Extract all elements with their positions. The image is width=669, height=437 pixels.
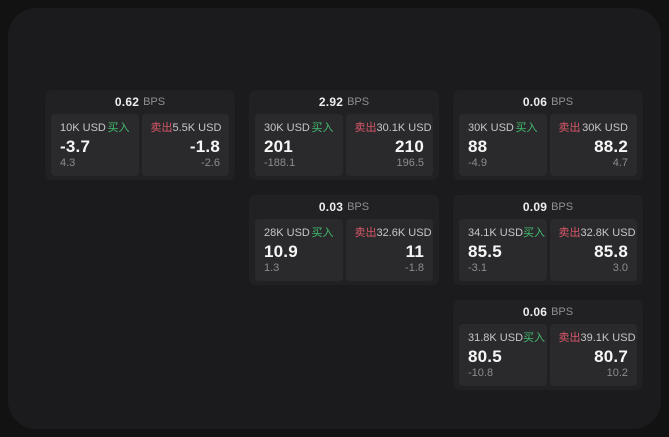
sell-size: 30K USD (582, 122, 628, 134)
quote-card-4: 0.03 BPS 28K USD 买入 10.9 1.3 卖出 32.6K US… (249, 195, 439, 285)
buy-pane[interactable]: 28K USD 买入 10.9 1.3 (255, 219, 343, 281)
buy-size: 30K USD (264, 122, 310, 134)
spread-unit: BPS (347, 96, 370, 108)
sell-pane[interactable]: 卖出 32.6K USD 11 -1.8 (345, 219, 433, 281)
card-header: 0.62 BPS (45, 90, 235, 114)
buy-sub-value: -4.9 (468, 157, 487, 169)
sell-sub-value: 4.7 (612, 157, 628, 169)
spread-value: 0.06 (522, 305, 548, 319)
sell-sub-value: -1.8 (405, 262, 424, 274)
quote-card-2: 2.92 BPS 30K USD 买入 201 -188.1 卖出 30.1K … (249, 90, 439, 180)
buy-size: 31.8K USD (468, 332, 524, 344)
buy-label: 买入 (523, 332, 546, 344)
sell-price: 88.2 (594, 137, 628, 156)
spread-value: 0.09 (522, 200, 548, 214)
sell-sub-value: 10.2 (606, 367, 628, 379)
dashboard-panel: 0.62 BPS 10K USD 买入 -3.7 4.3 卖出 5.5K USD… (8, 8, 661, 429)
spread-value: 0.62 (114, 95, 140, 109)
spread-unit: BPS (347, 201, 370, 213)
buy-label: 买入 (515, 122, 538, 134)
spread-unit: BPS (551, 306, 574, 318)
buy-label: 买入 (523, 227, 546, 239)
buy-sub-value: -188.1 (264, 157, 296, 169)
card-body: 31.8K USD 买入 80.5 -10.8 卖出 39.1K USD 80.… (453, 324, 643, 392)
sell-sub-value: 196.5 (396, 157, 424, 169)
sell-size: 5.5K USD (172, 122, 222, 134)
buy-price: 201 (264, 137, 293, 156)
buy-sub-value: 1.3 (264, 262, 280, 274)
sell-sub-value: -2.6 (201, 157, 220, 169)
buy-label: 买入 (311, 122, 334, 134)
spread-value: 2.92 (318, 95, 344, 109)
card-body: 30K USD 买入 88 -4.9 卖出 30K USD 88.2 4.7 (453, 114, 643, 182)
card-header: 0.06 BPS (453, 300, 643, 324)
buy-size: 34.1K USD (468, 227, 524, 239)
card-header: 2.92 BPS (249, 90, 439, 114)
buy-label: 买入 (311, 227, 334, 239)
sell-label: 卖出 (558, 122, 581, 134)
sell-price: 80.7 (594, 347, 628, 366)
buy-pane[interactable]: 30K USD 买入 201 -188.1 (255, 114, 343, 176)
sell-size: 39.1K USD (580, 332, 636, 344)
sell-price: 210 (395, 137, 424, 156)
buy-price: 10.9 (264, 242, 298, 261)
spread-value: 0.06 (522, 95, 548, 109)
buy-label: 买入 (107, 122, 130, 134)
buy-pane[interactable]: 31.8K USD 买入 80.5 -10.8 (459, 324, 547, 386)
sell-label: 卖出 (558, 227, 581, 239)
sell-pane[interactable]: 卖出 30K USD 88.2 4.7 (549, 114, 637, 176)
buy-sub-value: 4.3 (60, 157, 76, 169)
sell-size: 32.8K USD (580, 227, 636, 239)
sell-pane[interactable]: 卖出 32.8K USD 85.8 3.0 (549, 219, 637, 281)
card-body: 34.1K USD 买入 85.5 -3.1 卖出 32.8K USD 85.8… (453, 219, 643, 287)
buy-pane[interactable]: 10K USD 买入 -3.7 4.3 (51, 114, 139, 176)
spread-unit: BPS (551, 201, 574, 213)
card-header: 0.06 BPS (453, 90, 643, 114)
sell-pane[interactable]: 卖出 30.1K USD 210 196.5 (345, 114, 433, 176)
sell-sub-value: 3.0 (612, 262, 628, 274)
quote-card-1: 0.62 BPS 10K USD 买入 -3.7 4.3 卖出 5.5K USD… (45, 90, 235, 180)
spread-value: 0.03 (318, 200, 344, 214)
buy-size: 28K USD (264, 227, 310, 239)
buy-sub-value: -3.1 (468, 262, 487, 274)
buy-size: 30K USD (468, 122, 514, 134)
buy-pane[interactable]: 30K USD 买入 88 -4.9 (459, 114, 547, 176)
sell-size: 30.1K USD (376, 122, 432, 134)
buy-price: 85.5 (468, 242, 502, 261)
sell-pane[interactable]: 卖出 39.1K USD 80.7 10.2 (549, 324, 637, 386)
spread-unit: BPS (551, 96, 574, 108)
card-header: 0.09 BPS (453, 195, 643, 219)
quote-card-5: 0.09 BPS 34.1K USD 买入 85.5 -3.1 卖出 32.8K… (453, 195, 643, 285)
sell-label: 卖出 (558, 332, 581, 344)
sell-label: 卖出 (354, 122, 377, 134)
quote-card-6: 0.06 BPS 31.8K USD 买入 80.5 -10.8 卖出 39.1… (453, 300, 643, 390)
buy-size: 10K USD (60, 122, 106, 134)
sell-size: 32.6K USD (376, 227, 432, 239)
sell-label: 卖出 (354, 227, 377, 239)
card-body: 28K USD 买入 10.9 1.3 卖出 32.6K USD 11 -1.8 (249, 219, 439, 287)
spread-unit: BPS (143, 96, 166, 108)
card-body: 10K USD 买入 -3.7 4.3 卖出 5.5K USD -1.8 -2.… (45, 114, 235, 182)
card-header: 0.03 BPS (249, 195, 439, 219)
buy-price: 88 (468, 137, 488, 156)
quote-card-3: 0.06 BPS 30K USD 买入 88 -4.9 卖出 30K USD 8… (453, 90, 643, 180)
sell-label: 卖出 (150, 122, 173, 134)
sell-price: 11 (405, 242, 424, 261)
sell-pane[interactable]: 卖出 5.5K USD -1.8 -2.6 (141, 114, 229, 176)
buy-price: 80.5 (468, 347, 502, 366)
buy-sub-value: -10.8 (468, 367, 494, 379)
card-body: 30K USD 买入 201 -188.1 卖出 30.1K USD 210 1… (249, 114, 439, 182)
sell-price: -1.8 (189, 137, 220, 156)
buy-price: -3.7 (60, 137, 91, 156)
buy-pane[interactable]: 34.1K USD 买入 85.5 -3.1 (459, 219, 547, 281)
sell-price: 85.8 (594, 242, 628, 261)
